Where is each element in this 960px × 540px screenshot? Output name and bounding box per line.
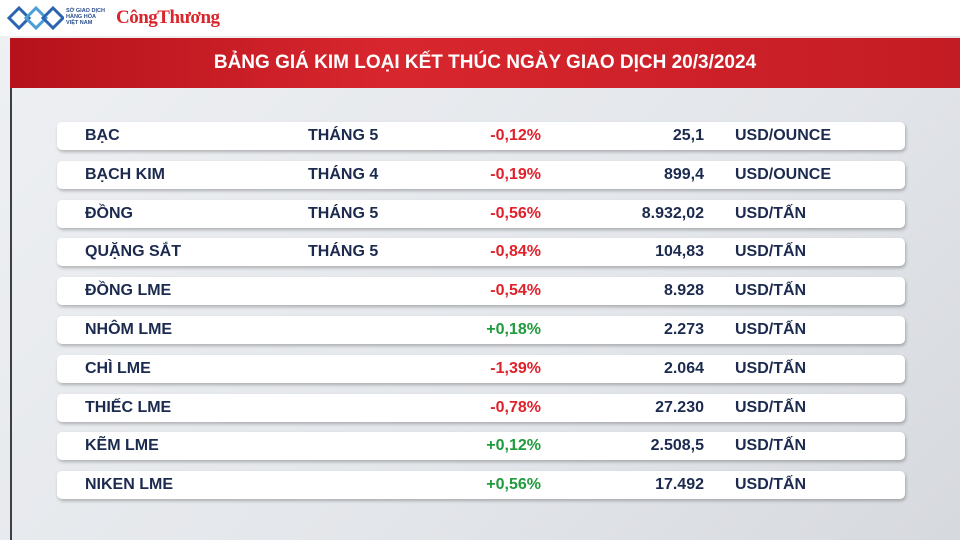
- unit: USD/OUNCE: [735, 127, 832, 144]
- metal-name: NHÔM LME: [85, 321, 173, 338]
- unit: USD/TẤN: [735, 282, 807, 300]
- unit: USD/OUNCE: [735, 165, 832, 183]
- table-row: KẼM LME +0,12% 2.508,5 USD/TẤN: [57, 432, 905, 461]
- metal-name: BẠC: [85, 127, 120, 144]
- logo-line: VIỆT NAM: [66, 20, 93, 26]
- price: 899,4: [663, 165, 704, 183]
- divider: [10, 88, 12, 540]
- top-bar: SỞ GIAO DỊCH HÀNG HÓA VIỆT NAM CôngThươn…: [0, 0, 960, 36]
- table-row: CHÌ LME -1,39% 2.064 USD/TẤN: [57, 354, 905, 383]
- price: 104,83: [655, 243, 704, 261]
- price: 2.273: [663, 321, 704, 338]
- change: -0,84%: [490, 243, 541, 261]
- unit: USD/TẤN: [735, 398, 807, 416]
- price: 27.230: [655, 398, 704, 416]
- metal-name: BẠCH KIM: [85, 165, 165, 183]
- contract-month: THÁNG 5: [308, 204, 379, 222]
- change: -0,12%: [490, 127, 541, 144]
- change: -0,56%: [490, 204, 541, 222]
- logo-line: SỞ GIAO DỊCH: [66, 8, 105, 14]
- banner: BẢNG GIÁ KIM LOẠI KẾT THÚC NGÀY GIAO DỊC…: [10, 38, 960, 88]
- table-row: THIẾC LME -0,78% 27.230 USD/TẤN: [57, 393, 905, 422]
- table-row: ĐỒNG THÁNG 5 -0,56% 8.932,02 USD/TẤN: [57, 199, 905, 228]
- metal-name: ĐỒNG: [85, 204, 133, 222]
- metal-name: NIKEN LME: [85, 476, 173, 494]
- contract-month: THÁNG 5: [308, 243, 379, 261]
- price: 2.064: [663, 359, 704, 377]
- change: -1,39%: [490, 359, 541, 377]
- price: 17.492: [655, 476, 704, 494]
- table-row: NIKEN LME +0,56% 17.492 USD/TẤN: [57, 471, 905, 500]
- price: 25,1: [672, 127, 704, 144]
- change: -0,54%: [490, 282, 541, 300]
- unit: USD/TẤN: [735, 359, 807, 377]
- unit: USD/TẤN: [735, 437, 807, 455]
- change: +0,12%: [486, 437, 541, 455]
- exchange-icon: [6, 5, 64, 31]
- exchange-logo: SỞ GIAO DỊCH HÀNG HÓA VIỆT NAM: [66, 8, 105, 26]
- metal-name: THIẾC LME: [85, 398, 172, 416]
- title: BẢNG GIÁ KIM LOẠI KẾT THÚC NGÀY GIAO DỊC…: [213, 52, 757, 73]
- metal-name: CHÌ LME: [85, 359, 151, 377]
- change: +0,18%: [486, 321, 541, 338]
- metal-name: ĐỒNG LME: [85, 282, 172, 300]
- price: 8.932,02: [641, 204, 704, 222]
- unit: USD/TẤN: [735, 321, 807, 338]
- change: -0,78%: [490, 398, 541, 416]
- table-row: NHÔM LME +0,18% 2.273 USD/TẤN: [57, 316, 905, 344]
- table-row: BẠC THÁNG 5 -0,12% 25,1 USD/OUNCE: [57, 122, 905, 150]
- price: 2.508,5: [650, 437, 704, 455]
- change: +0,56%: [486, 476, 541, 494]
- table-row: ĐỒNG LME -0,54% 8.928 USD/TẤN: [57, 277, 905, 306]
- logo-line: HÀNG HÓA: [66, 14, 96, 20]
- metal-name: KẼM LME: [85, 437, 159, 455]
- unit: USD/TẤN: [735, 204, 807, 222]
- change: -0,19%: [490, 165, 541, 183]
- table-row: BẠCH KIM THÁNG 4 -0,19% 899,4 USD/OUNCE: [57, 160, 905, 189]
- unit: USD/TẤN: [735, 476, 807, 494]
- contract-month: THÁNG 5: [308, 127, 379, 144]
- unit: USD/TẤN: [735, 243, 807, 261]
- metal-name: QUẶNG SẮT: [85, 243, 181, 261]
- price: 8.928: [663, 282, 704, 300]
- table-row: QUẶNG SẮT THÁNG 5 -0,84% 104,83 USD/TẤN: [57, 238, 905, 267]
- brand: CôngThương: [116, 7, 220, 28]
- contract-month: THÁNG 4: [308, 165, 379, 183]
